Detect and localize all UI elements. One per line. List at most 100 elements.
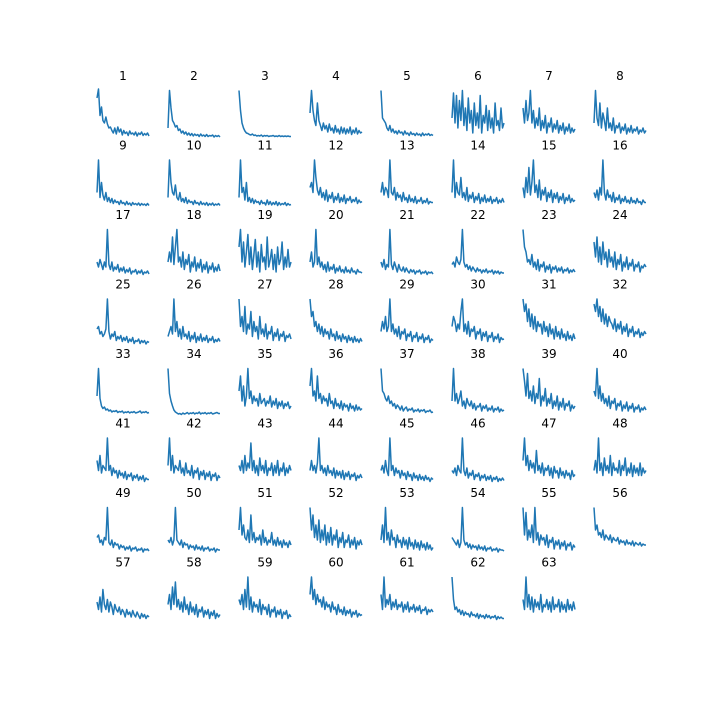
panel-28: 28 — [309, 278, 363, 344]
series-line — [167, 298, 221, 344]
panel-21: 21 — [380, 208, 434, 276]
panel-53: 53 — [380, 486, 434, 551]
panel-title: 9 — [119, 139, 127, 153]
panel-4: 4 — [309, 69, 363, 136]
panel-11: 11 — [238, 139, 292, 207]
panel-24: 24 — [593, 208, 647, 273]
series-line — [593, 89, 647, 135]
panel-47: 47 — [522, 417, 576, 481]
panel-19: 19 — [238, 208, 292, 273]
series-line — [167, 228, 221, 274]
panel-title: 53 — [399, 486, 414, 500]
panel-title: 55 — [541, 486, 556, 500]
panel-6: 6 — [451, 69, 505, 134]
panel-37: 37 — [380, 347, 434, 414]
panel-27: 27 — [238, 278, 292, 343]
series-line — [167, 581, 221, 620]
series-line — [451, 367, 505, 413]
series-line — [451, 298, 505, 344]
panel-title: 62 — [470, 556, 485, 570]
panel-34: 34 — [167, 347, 220, 416]
panel-22: 22 — [451, 208, 504, 275]
panel-58: 58 — [167, 556, 221, 620]
series-line — [238, 298, 292, 343]
panel-title: 25 — [115, 278, 130, 292]
panel-title: 47 — [541, 417, 556, 431]
series-line — [451, 437, 505, 483]
panel-title: 32 — [612, 278, 627, 292]
panel-title: 8 — [616, 69, 624, 83]
panel-title: 35 — [257, 347, 272, 361]
panel-1: 1 — [96, 69, 150, 137]
panel-title: 43 — [257, 417, 272, 431]
panel-40: 40 — [593, 347, 647, 413]
series-line — [380, 228, 434, 276]
panel-title: 38 — [470, 347, 485, 361]
panel-title: 18 — [186, 208, 201, 222]
panel-title: 2 — [190, 69, 198, 83]
series-line — [238, 367, 292, 410]
panel-25: 25 — [96, 278, 150, 345]
panel-title: 21 — [399, 208, 414, 222]
panel-title: 37 — [399, 347, 414, 361]
panel-33: 33 — [96, 347, 150, 414]
series-line — [96, 367, 150, 414]
series-line — [522, 229, 576, 274]
series-line — [380, 368, 434, 414]
panel-title: 49 — [115, 486, 130, 500]
panel-42: 42 — [167, 417, 221, 482]
panel-16: 16 — [593, 139, 646, 206]
panel-title: 60 — [328, 556, 343, 570]
series-line — [593, 367, 647, 413]
series-line — [238, 576, 292, 620]
series-line — [96, 88, 150, 137]
panel-43: 43 — [238, 417, 292, 477]
panel-10: 10 — [167, 139, 221, 207]
panel-title: 19 — [257, 208, 272, 222]
series-line — [167, 506, 220, 553]
series-line — [380, 576, 434, 616]
panel-title: 36 — [328, 347, 343, 361]
panel-9: 9 — [96, 139, 150, 207]
series-line — [451, 506, 505, 553]
panel-title: 1 — [119, 69, 127, 83]
panel-title: 50 — [186, 486, 201, 500]
panel-56: 56 — [593, 486, 646, 547]
panel-15: 15 — [522, 139, 576, 205]
series-line — [522, 368, 576, 412]
series-line — [451, 228, 504, 275]
series-line — [522, 506, 576, 551]
series-line — [309, 576, 363, 618]
panel-30: 30 — [451, 278, 505, 344]
panel-7: 7 — [522, 69, 576, 135]
panel-title: 40 — [612, 347, 627, 361]
series-line — [451, 89, 505, 134]
panel-63: 63 — [522, 556, 576, 613]
panel-title: 61 — [399, 556, 414, 570]
panel-title: 12 — [328, 139, 343, 153]
series-line — [451, 159, 505, 205]
series-line — [167, 159, 221, 207]
series-line — [167, 437, 221, 482]
series-line — [522, 298, 576, 342]
panel-57: 57 — [96, 556, 150, 620]
panel-62: 62 — [451, 556, 504, 621]
series-line — [380, 437, 434, 483]
series-line — [380, 298, 434, 344]
panel-title: 41 — [115, 417, 130, 431]
panel-55: 55 — [522, 486, 576, 551]
panel-title: 26 — [186, 278, 201, 292]
series-line — [96, 298, 150, 345]
series-line — [309, 298, 363, 344]
panel-title: 63 — [541, 556, 556, 570]
panel-20: 20 — [309, 208, 363, 275]
panel-2: 2 — [167, 69, 221, 138]
panel-61: 61 — [380, 556, 434, 616]
panel-title: 10 — [186, 139, 201, 153]
panel-title: 29 — [399, 278, 414, 292]
panel-title: 51 — [257, 486, 272, 500]
series-line — [593, 507, 646, 547]
panel-title: 22 — [470, 208, 485, 222]
